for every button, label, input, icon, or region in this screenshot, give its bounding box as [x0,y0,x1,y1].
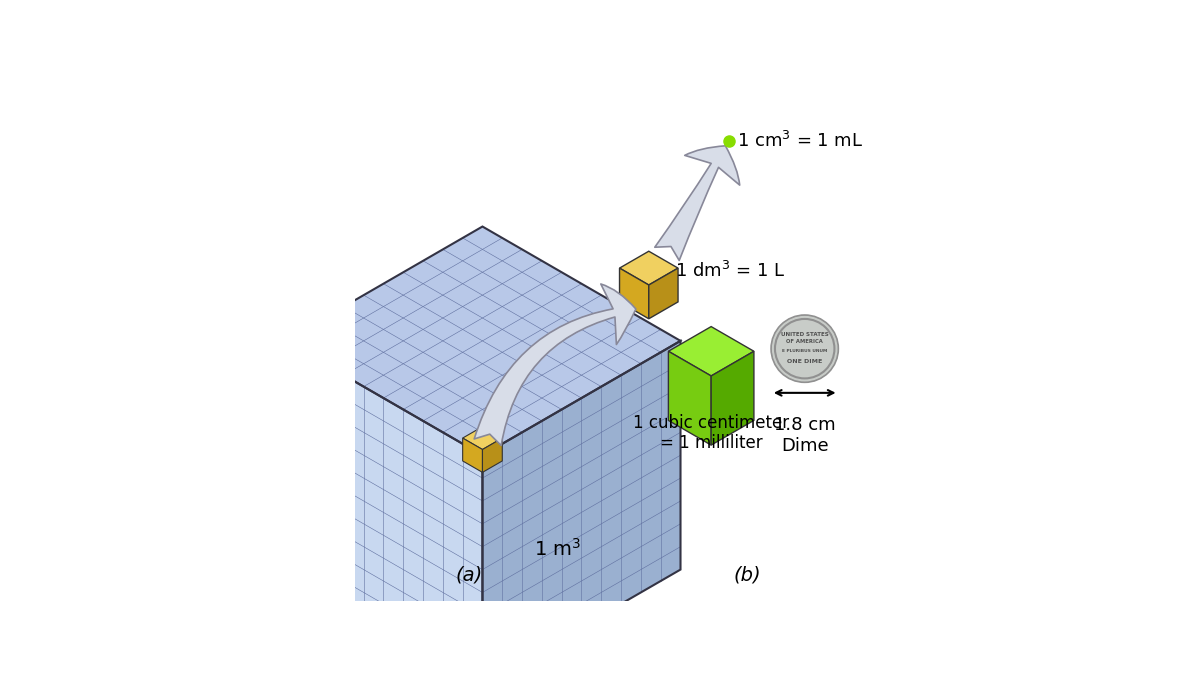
Polygon shape [619,251,678,285]
Text: (a): (a) [456,565,484,585]
Polygon shape [482,438,503,472]
Circle shape [773,317,836,381]
Polygon shape [463,427,503,450]
Text: ONE DIME: ONE DIME [787,359,822,364]
Text: E PLURIBUS UNUM: E PLURIBUS UNUM [782,349,827,353]
Text: 1 m$^3$: 1 m$^3$ [534,538,582,560]
Polygon shape [712,351,754,445]
Polygon shape [619,268,649,319]
Polygon shape [284,227,680,455]
Polygon shape [649,268,678,319]
Text: UNITED STATES: UNITED STATES [781,331,828,337]
Polygon shape [668,351,712,445]
Text: 1.8 cm
Dime: 1.8 cm Dime [774,416,835,455]
Text: OF AMERICA: OF AMERICA [786,339,823,344]
Polygon shape [463,438,482,472]
Polygon shape [482,341,680,675]
Polygon shape [284,341,482,675]
Text: 1 dm$^3$ = 1 L: 1 dm$^3$ = 1 L [674,261,785,281]
Text: 1 cubic centimeter
= 1 milliliter: 1 cubic centimeter = 1 milliliter [634,414,790,452]
Text: (b): (b) [733,565,761,585]
Text: 1 cm$^3$ = 1 mL: 1 cm$^3$ = 1 mL [737,131,864,151]
Circle shape [770,315,839,383]
Polygon shape [668,327,754,376]
